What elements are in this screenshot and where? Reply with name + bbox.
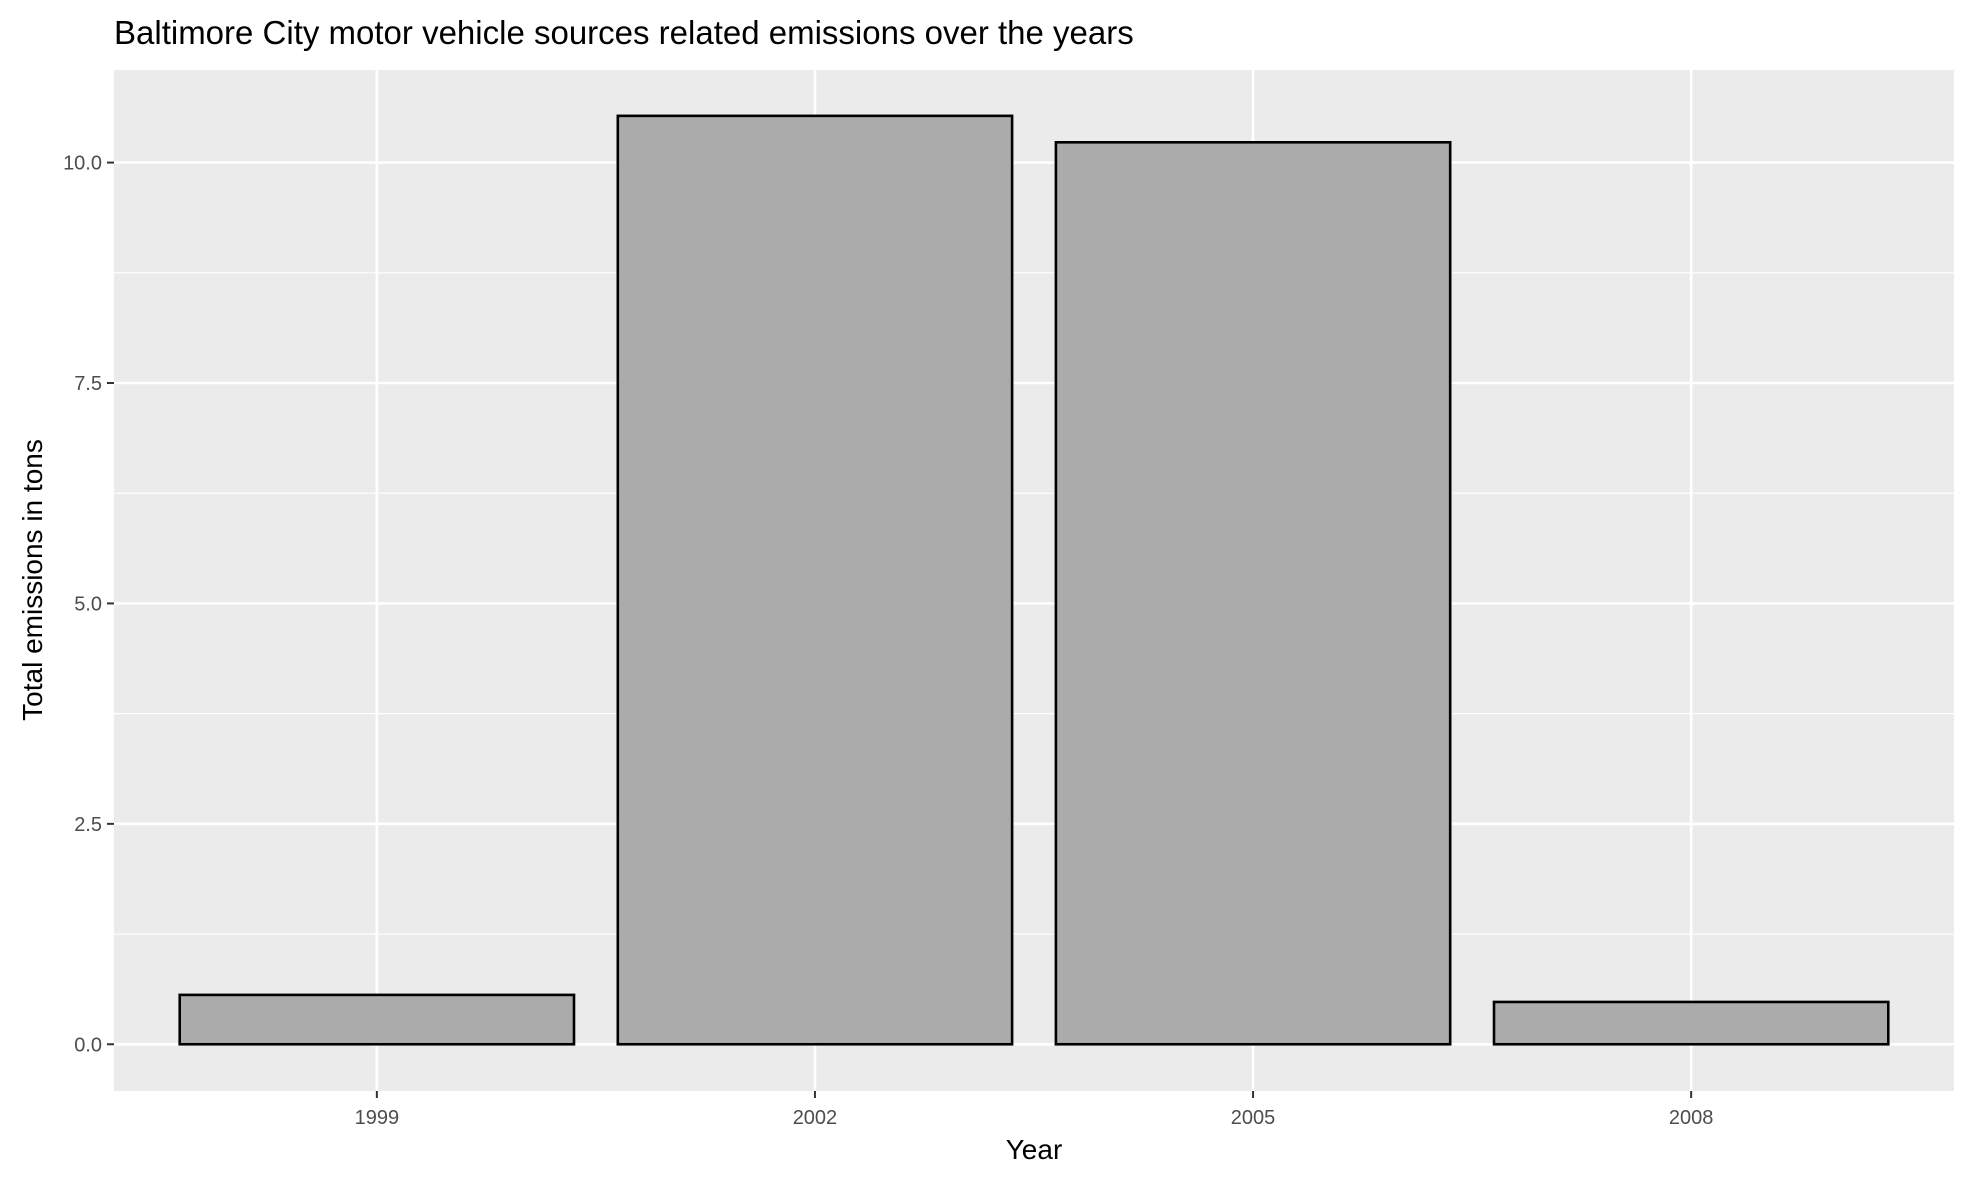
x-axis-title: Year — [1006, 1134, 1063, 1165]
bar-2008 — [1492, 1000, 1890, 1046]
y-tick-label: 10.0 — [63, 153, 102, 175]
y-axis: 0.0 2.5 5.0 7.5 10.0 — [63, 153, 114, 1056]
x-tick-label: 2005 — [1231, 1107, 1276, 1129]
y-axis-title: Total emissions in tons — [17, 439, 48, 721]
chart-title: Baltimore City motor vehicle sources rel… — [114, 14, 1134, 51]
x-tick-label: 2002 — [793, 1107, 838, 1129]
bar-2002 — [616, 114, 1014, 1046]
x-tick-label: 2008 — [1669, 1107, 1714, 1129]
bar-2005 — [1054, 140, 1452, 1046]
y-tick-label: 7.5 — [74, 373, 102, 395]
x-tick-label: 1999 — [355, 1107, 400, 1129]
bars — [178, 114, 1890, 1046]
y-tick-label: 2.5 — [74, 814, 102, 836]
bar-1999 — [178, 993, 576, 1046]
y-tick-label: 5.0 — [74, 593, 102, 615]
x-axis: 1999 2002 2005 2008 — [355, 1091, 1714, 1129]
minor-gridlines — [114, 272, 1954, 935]
y-tick-label: 0.0 — [74, 1034, 102, 1056]
plot-panel — [114, 70, 1954, 1091]
